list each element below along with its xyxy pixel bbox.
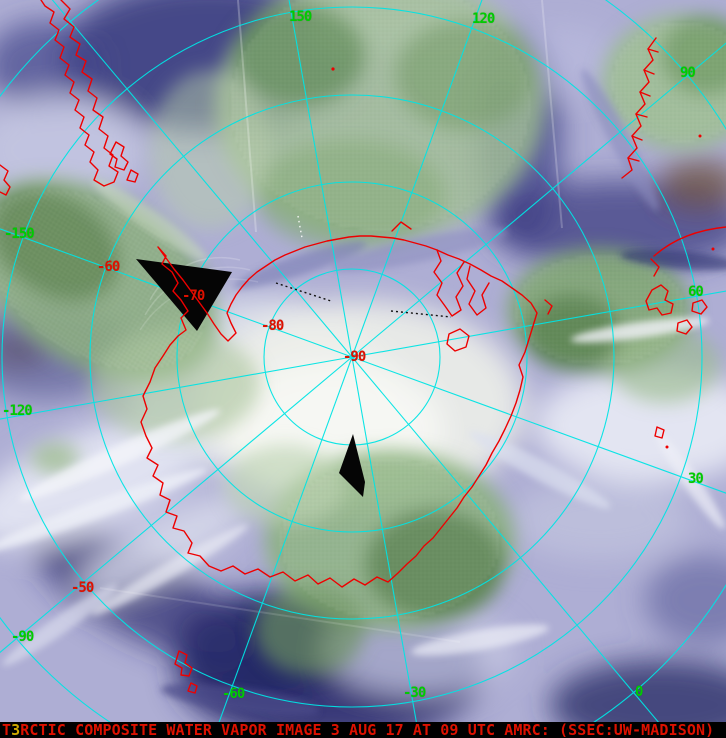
data-gap-triangle-1 <box>136 259 232 331</box>
coastline-right-islands <box>654 426 665 439</box>
satellite-track-dotted-lines <box>275 215 452 318</box>
cloud-streaks <box>0 69 726 717</box>
coastline-top-right <box>621 37 726 335</box>
small-island-dot <box>698 134 702 138</box>
data-gap-triangle-2 <box>339 434 365 497</box>
coastline-antarctica <box>140 235 538 588</box>
caption-text: T3RCTIC COMPOSITE WATER VAPOR IMAGE 3 AU… <box>0 722 714 738</box>
green-swath-speckle <box>0 0 726 620</box>
small-island-dot <box>711 247 715 251</box>
caption-segment-0: T <box>2 721 12 738</box>
coastline-antarctica-inner-bays <box>391 221 553 352</box>
caption-segment-1: 3 <box>11 721 21 738</box>
caption-bar: T3RCTIC COMPOSITE WATER VAPOR IMAGE 3 AU… <box>0 722 726 738</box>
coastline-bottom-left-islands <box>174 650 198 694</box>
small-island-dot <box>665 445 669 449</box>
small-island-dot <box>331 67 335 71</box>
caption-segment-2: RCTIC COMPOSITE WATER VAPOR IMAGE 3 AUG … <box>20 721 715 738</box>
coastline-south-america <box>0 0 139 196</box>
